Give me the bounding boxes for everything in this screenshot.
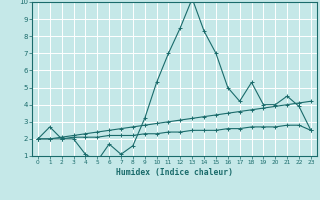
X-axis label: Humidex (Indice chaleur): Humidex (Indice chaleur) [116, 168, 233, 177]
